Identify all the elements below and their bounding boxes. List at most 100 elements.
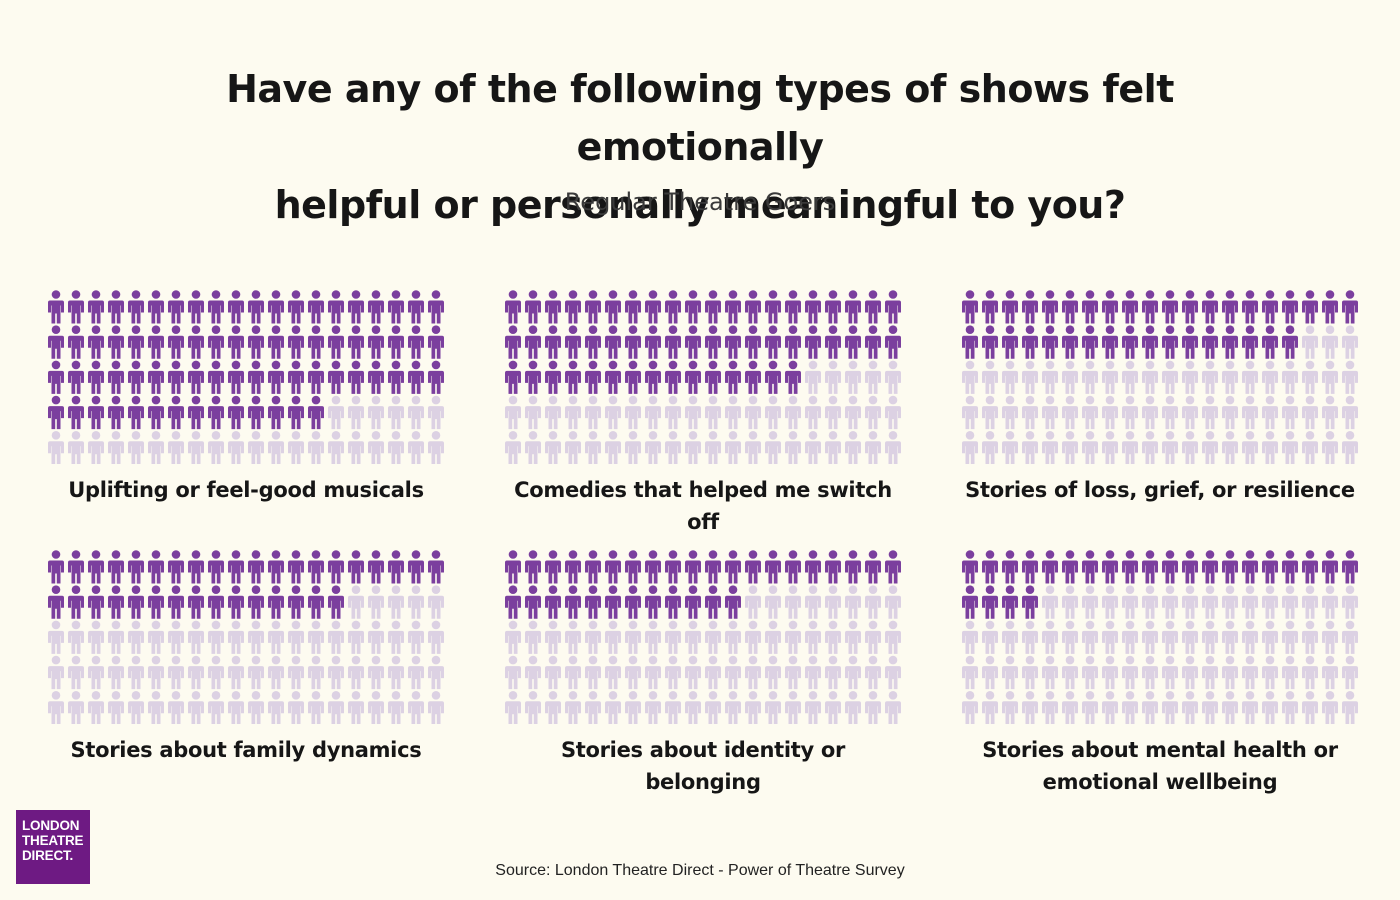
person-icon-empty — [865, 360, 881, 394]
person-icon-empty — [208, 431, 224, 464]
person-icon-empty — [308, 620, 324, 654]
person-icon-empty — [1242, 655, 1258, 690]
person-icon-filled — [545, 585, 561, 619]
person-icon-empty — [1142, 691, 1158, 724]
person-icon-filled — [48, 360, 64, 394]
person-icon-empty — [1162, 585, 1178, 619]
person-icon-empty — [645, 691, 661, 724]
person-icon-empty — [268, 620, 284, 654]
person-icon-filled — [168, 325, 184, 359]
person-icon-filled — [665, 360, 681, 394]
person-icon-filled — [625, 290, 641, 324]
person-icon-empty — [1202, 395, 1218, 430]
person-icon-filled — [725, 290, 741, 324]
person-icon-empty — [148, 691, 164, 724]
person-icon-empty — [805, 431, 821, 464]
person-icon-empty — [785, 655, 801, 690]
person-icon-filled — [725, 325, 741, 359]
person-icon-empty — [1062, 585, 1078, 619]
source-note: Source: London Theatre Direct - Power of… — [495, 862, 905, 879]
person-icon-filled — [725, 360, 741, 394]
person-icon-empty — [585, 691, 601, 724]
person-icon-empty — [1342, 360, 1358, 394]
person-icon-empty — [328, 691, 344, 724]
panel-musicals: Uplifting or feel-good musicals — [46, 288, 446, 506]
person-icon-filled — [208, 290, 224, 324]
pictogram-comedies — [505, 290, 901, 464]
person-icon-empty — [1302, 325, 1318, 359]
person-icon-empty — [168, 691, 184, 724]
person-icon-filled — [248, 360, 264, 394]
person-icon-empty — [128, 691, 144, 724]
person-icon-filled — [48, 550, 64, 584]
person-icon-empty — [785, 620, 801, 654]
person-icon-filled — [625, 325, 641, 359]
person-icon-empty — [48, 620, 64, 654]
person-icon-empty — [825, 691, 841, 724]
person-icon-empty — [962, 395, 978, 430]
person-icon-empty — [962, 360, 978, 394]
person-icon-filled — [1182, 325, 1198, 359]
person-icon-empty — [348, 691, 364, 724]
person-icon-filled — [545, 325, 561, 359]
person-icon-empty — [1022, 691, 1038, 724]
person-icon-empty — [962, 620, 978, 654]
person-icon-empty — [1162, 360, 1178, 394]
person-icon-empty — [1182, 395, 1198, 430]
person-icon-empty — [288, 431, 304, 464]
person-icon-empty — [1062, 360, 1078, 394]
person-icon-empty — [1282, 431, 1298, 464]
person-icon-filled — [505, 550, 521, 584]
person-icon-empty — [1082, 585, 1098, 619]
person-icon-filled — [645, 360, 661, 394]
person-icon-empty — [128, 620, 144, 654]
person-icon-empty — [525, 395, 541, 430]
person-icon-empty — [208, 655, 224, 690]
person-icon-empty — [845, 655, 861, 690]
person-icon-empty — [885, 431, 901, 464]
person-icon-empty — [248, 655, 264, 690]
person-icon-empty — [865, 585, 881, 619]
person-icon-filled — [1062, 325, 1078, 359]
person-icon-empty — [845, 620, 861, 654]
person-icon-filled — [1062, 550, 1078, 584]
person-icon-empty — [348, 395, 364, 430]
person-icon-filled — [785, 550, 801, 584]
person-icon-empty — [885, 691, 901, 724]
person-icon-empty — [1242, 620, 1258, 654]
panel-identity: Stories about identity or belonging — [503, 548, 903, 798]
person-icon-empty — [705, 655, 721, 690]
person-icon-filled — [665, 325, 681, 359]
person-icon-empty — [1082, 360, 1098, 394]
person-icon-empty — [388, 395, 404, 430]
person-icon-empty — [1002, 691, 1018, 724]
person-icon-empty — [1042, 431, 1058, 464]
person-icon-filled — [545, 550, 561, 584]
person-icon-empty — [885, 585, 901, 619]
person-icon-filled — [585, 550, 601, 584]
person-icon-empty — [388, 431, 404, 464]
person-icon-empty — [685, 620, 701, 654]
person-icon-empty — [1142, 360, 1158, 394]
person-icon-empty — [825, 360, 841, 394]
person-icon-empty — [665, 691, 681, 724]
person-icon-filled — [148, 360, 164, 394]
person-icon-filled — [805, 550, 821, 584]
person-icon-empty — [168, 431, 184, 464]
person-icon-filled — [845, 290, 861, 324]
person-icon-filled — [148, 290, 164, 324]
person-icon-filled — [208, 325, 224, 359]
person-icon-filled — [208, 585, 224, 619]
person-icon-empty — [1082, 395, 1098, 430]
title-line-1: Have any of the following types of shows… — [226, 67, 1174, 169]
person-icon-empty — [368, 691, 384, 724]
person-icon-filled — [1142, 550, 1158, 584]
person-icon-empty — [1322, 691, 1338, 724]
person-icon-empty — [1182, 431, 1198, 464]
person-icon-empty — [525, 691, 541, 724]
person-icon-filled — [585, 290, 601, 324]
person-icon-empty — [1122, 431, 1138, 464]
person-icon-empty — [605, 431, 621, 464]
person-icon-empty — [1242, 395, 1258, 430]
person-icon-filled — [88, 550, 104, 584]
